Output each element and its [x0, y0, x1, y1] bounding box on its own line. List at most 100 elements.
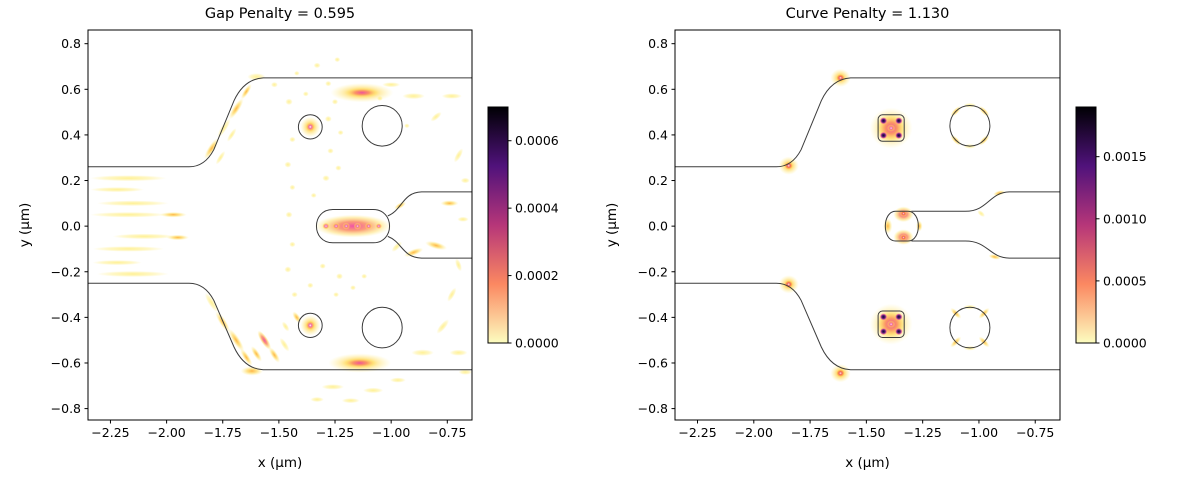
colorbar-frame	[487, 106, 509, 344]
colorbar-tick-label: 0.0015	[1103, 149, 1147, 164]
heat-blob	[284, 161, 292, 168]
heat-blob	[215, 150, 226, 165]
heat-blob	[900, 210, 907, 217]
heat-blob	[204, 138, 219, 160]
heat-blob	[240, 83, 252, 100]
waveguide-outline	[387, 191, 472, 217]
y-tick-label: −0.2	[51, 264, 81, 279]
y-tick-label: 0.2	[61, 173, 81, 188]
y-tick-label: 0.6	[61, 82, 81, 97]
heat-blob	[361, 273, 368, 279]
y-tick-label: −0.6	[51, 355, 81, 370]
heat-blob	[279, 337, 290, 352]
y-tick-label: 0.0	[648, 219, 668, 234]
x-tick-label: −1.50	[260, 425, 298, 440]
heat-blob	[240, 348, 253, 366]
heat-blob	[96, 271, 169, 277]
heat-blob	[96, 200, 169, 206]
heat-blob	[350, 285, 356, 291]
heat-blob	[90, 175, 167, 182]
y-tick-label: 0.0	[61, 219, 81, 234]
heat-blob	[325, 80, 332, 87]
heat-blob	[228, 328, 245, 352]
x-tick-label: −1.00	[960, 425, 998, 440]
y-tick-label: −0.8	[638, 401, 668, 416]
waveguide-outline	[884, 210, 919, 242]
geometry-circle	[297, 312, 323, 338]
heat-blob	[977, 210, 985, 217]
heat-blob	[331, 99, 339, 105]
heat-blob	[993, 190, 1006, 197]
colorbar-tick-label: 0.0000	[1103, 336, 1147, 351]
heat-blob	[314, 214, 392, 238]
x-tick-label: −2.00	[147, 425, 185, 440]
heat-blob	[166, 234, 189, 241]
colorbar-frame	[1075, 106, 1097, 344]
geometry-rounded-square	[877, 310, 905, 338]
x-tick-label: −0.75	[428, 425, 466, 440]
heat-blob	[90, 212, 167, 218]
heat-blob	[268, 347, 280, 363]
waveguide-outline	[316, 209, 390, 244]
heat-blob	[342, 222, 351, 230]
y-tick-label: −0.6	[638, 355, 668, 370]
y-tick-label: −0.4	[638, 310, 668, 325]
heat-blob	[455, 258, 462, 272]
heat-blob	[271, 82, 278, 88]
colorbar-tick-label: 0.0002	[515, 268, 559, 283]
x-tick-label: −2.25	[678, 425, 716, 440]
x-tick-label: −0.75	[1016, 425, 1054, 440]
heat-blob	[228, 98, 244, 120]
heat-blob	[319, 263, 326, 269]
heat-blob	[333, 292, 339, 298]
x-tick-label: −2.25	[91, 425, 129, 440]
heat-blob	[204, 292, 219, 313]
geometry-circle	[297, 114, 323, 140]
x-tick-label: −1.75	[791, 425, 829, 440]
heat-blob	[363, 387, 384, 394]
heat-blob	[436, 319, 450, 334]
geometry-circle	[361, 306, 403, 349]
heat-blob	[879, 117, 888, 125]
heat-blob	[453, 148, 464, 163]
heat-blob	[382, 82, 401, 88]
heat-blob	[425, 240, 447, 251]
geometry-circle	[949, 306, 991, 349]
heat-blob	[879, 327, 888, 336]
x-axis-label: x (μm)	[257, 455, 303, 471]
heat-blob	[887, 320, 896, 328]
x-tick-label: −1.00	[372, 425, 410, 440]
gap-penalty-plot: −2.25 −2.00 −1.75 −1.50 −1.25 −1.00 −0.75 0.8 0.…	[51, 29, 559, 440]
x-tick-label: −1.50	[847, 425, 885, 440]
heat-blob	[321, 384, 344, 390]
x-tick-label: −1.75	[204, 425, 242, 440]
heat-blob	[92, 246, 165, 252]
heat-blob	[289, 136, 296, 143]
heat-blob	[344, 87, 380, 98]
curve-penalty-title: Curve Penalty = 1.130	[785, 6, 950, 22]
heat-blob	[284, 266, 292, 273]
colorbar-tick-label: 0.0000	[515, 336, 559, 351]
heat-blob	[281, 321, 290, 332]
curve-penalty-plot: −2.25 −2.00 −1.75 −1.50 −1.25 −1.00 −0.75 0.8 0.…	[638, 29, 1147, 440]
heat-blob	[784, 161, 794, 170]
heat-blob	[447, 287, 457, 302]
heat-blob	[310, 397, 324, 402]
heat-blob	[440, 200, 459, 207]
heat-blob	[411, 349, 434, 356]
heatmap-layer	[778, 68, 1006, 383]
heat-blob	[322, 175, 330, 182]
heat-blob	[332, 222, 340, 230]
heatmap-layer	[90, 57, 472, 404]
heat-blob	[391, 241, 402, 252]
waveguide-outline	[675, 77, 1060, 168]
x-tick-label: −2.00	[735, 425, 773, 440]
heat-blob	[458, 369, 472, 375]
x-axis-label: x (μm)	[845, 455, 890, 471]
waveguide-outline	[387, 235, 472, 259]
colorbar-bar	[1076, 107, 1096, 343]
waveguide-outline	[675, 282, 1060, 371]
heat-blob	[322, 222, 330, 230]
heat-blob	[341, 358, 378, 368]
